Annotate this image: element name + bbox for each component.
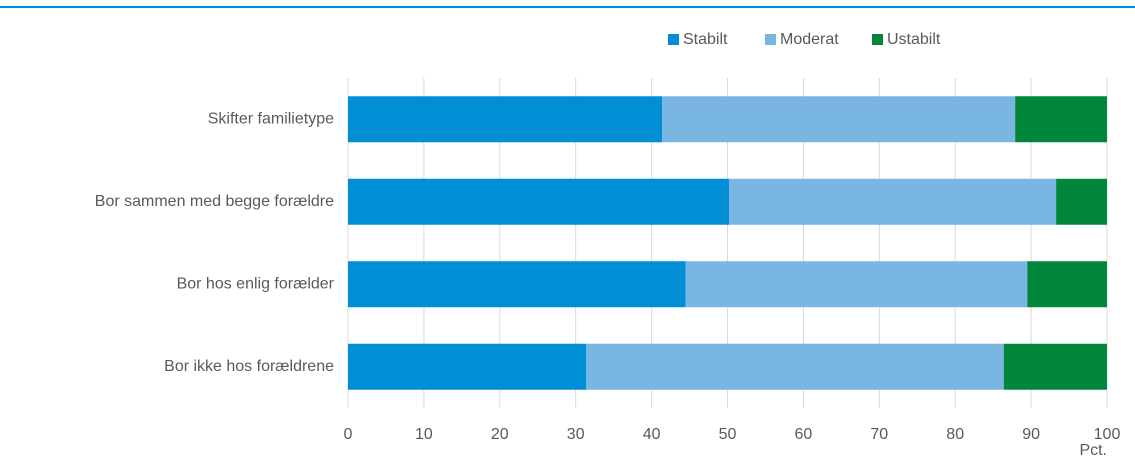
bar-segment	[662, 96, 1016, 143]
bar-segment	[729, 178, 1057, 225]
legend-label: Ustabilt	[887, 31, 941, 48]
x-tick-label: 90	[1022, 426, 1040, 443]
x-tick-label: 60	[795, 426, 813, 443]
x-tick-label: 10	[415, 426, 433, 443]
x-tick-label: 40	[643, 426, 661, 443]
x-tick-label: 70	[870, 426, 888, 443]
bar-segment	[348, 343, 587, 390]
legend-swatch	[668, 34, 679, 45]
bar-segment	[1027, 261, 1107, 308]
y-tick-label: Bor ikke hos forældrene	[164, 358, 334, 375]
x-axis-label: Pct.	[1079, 442, 1107, 459]
bar-segment	[1056, 178, 1107, 225]
bar-segment	[1003, 343, 1107, 390]
x-tick-label: 20	[491, 426, 509, 443]
y-tick-label: Bor sammen med begge forældre	[95, 193, 334, 210]
y-tick-label: Skifter familietype	[208, 110, 334, 127]
legend-swatch	[765, 34, 776, 45]
bar-segment	[586, 343, 1004, 390]
y-tick-label: Bor hos enlig forælder	[177, 275, 335, 292]
bar-segment	[348, 178, 730, 225]
x-tick-label: 0	[344, 426, 353, 443]
x-tick-label: 100	[1094, 426, 1121, 443]
x-tick-label: 30	[567, 426, 585, 443]
legend-label: Stabilt	[683, 31, 728, 48]
x-tick-label: 80	[946, 426, 964, 443]
legend-label: Moderat	[780, 31, 839, 48]
bar-segment	[348, 261, 686, 308]
bar-segment	[348, 96, 663, 143]
legend-swatch	[872, 34, 883, 45]
bar-segment	[685, 261, 1028, 308]
bar-segment	[1015, 96, 1107, 143]
x-tick-label: 50	[719, 426, 737, 443]
